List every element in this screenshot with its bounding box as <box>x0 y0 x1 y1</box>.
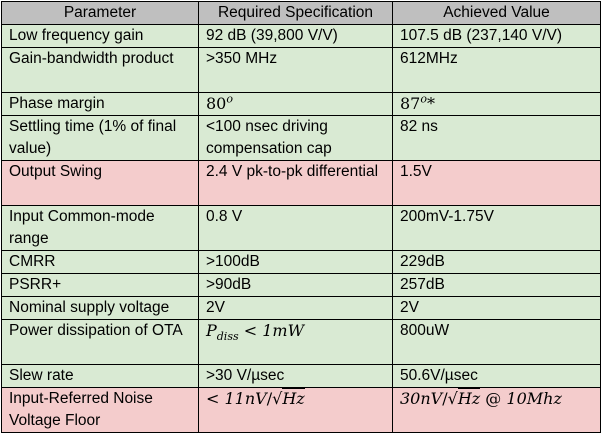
cell-parameter: CMRR <box>1 250 199 274</box>
cell-parameter: Low frequency gain <box>1 24 199 48</box>
cell-parameter: Slew rate <box>1 364 199 388</box>
table-row: Input Common-mode range 0.8 V 200mV-1.75… <box>1 205 601 251</box>
cell-parameter: Power dissipation of OTA <box>1 319 199 365</box>
phase-margin-required-value: 80 <box>206 94 227 113</box>
cell-achieved: 1.5V <box>392 160 601 206</box>
cell-required: 2V <box>198 296 393 320</box>
table-row: Settling time (1% of final value) <100 n… <box>1 115 601 161</box>
cell-parameter: Input Common-mode range <box>1 205 199 251</box>
table-row: Nominal supply voltage 2V 2V <box>1 296 601 320</box>
header-required: Required Specification <box>198 1 393 25</box>
cell-achieved: 257dB <box>392 273 601 297</box>
table-row: CMRR >100dB 229dB <box>1 250 601 274</box>
noise-limit-value: 11nV <box>224 389 267 408</box>
table-row: Slew rate >30 V/µsec 50.6V/µsec <box>1 364 601 388</box>
header-achieved: Achieved Value <box>392 1 601 25</box>
at-symbol: @ <box>485 389 502 408</box>
sqrt-icon: √ <box>447 389 458 408</box>
cell-achieved: 82 ns <box>392 115 601 161</box>
less-than-operator: < <box>206 389 220 408</box>
noise-frequency: 10Mhz <box>506 389 562 408</box>
cell-achieved: 200mV-1.75V <box>392 205 601 251</box>
cell-parameter: Input-Referred Noise Voltage Floor <box>1 387 199 433</box>
phase-margin-achieved-value: 87 <box>400 94 421 113</box>
table-row: Low frequency gain 92 dB (39,800 V/V) 10… <box>1 24 601 48</box>
header-parameter: Parameter <box>1 1 199 25</box>
cell-required: 80o <box>198 92 393 116</box>
footnote-marker: * <box>426 94 435 113</box>
table-row: Gain-bandwidth product >350 MHz 612MHz <box>1 47 601 93</box>
header-row: Parameter Required Specification Achieve… <box>1 1 601 25</box>
cell-required: < 11nV/√Hz <box>198 387 393 433</box>
cell-achieved: 87o* <box>392 92 601 116</box>
table-row: Output Swing 2.4 V pk-to-pk differential… <box>1 160 601 206</box>
sqrt-argument: Hz <box>282 388 305 408</box>
cell-parameter: PSRR+ <box>1 273 199 297</box>
cell-achieved: 30nV/√Hz @ 10Mhz <box>392 387 601 433</box>
less-than-operator: < <box>243 321 258 340</box>
cell-required: 2.4 V pk-to-pk differential <box>198 160 393 206</box>
sqrt-icon: √ <box>272 389 283 408</box>
cell-required: 92 dB (39,800 V/V) <box>198 24 393 48</box>
cell-parameter: Nominal supply voltage <box>1 296 199 320</box>
cell-achieved: 50.6V/µsec <box>392 364 601 388</box>
cell-required: >100dB <box>198 250 393 274</box>
cell-required: Pdiss < 1mW <box>198 319 393 365</box>
cell-required: >30 V/µsec <box>198 364 393 388</box>
cell-parameter: Phase margin <box>1 92 199 116</box>
power-limit-value: 1mW <box>262 321 305 340</box>
cell-required: >350 MHz <box>198 47 393 93</box>
sqrt-argument: Hz <box>457 388 481 408</box>
table-row: Phase margin 80o 87o* <box>1 92 601 116</box>
table-row: Input-Referred Noise Voltage Floor < 11n… <box>1 387 601 433</box>
cell-parameter: Settling time (1% of final value) <box>1 115 199 161</box>
noise-achieved-value: 30nV <box>400 389 443 408</box>
power-symbol: P <box>206 321 217 340</box>
cell-required: 0.8 V <box>198 205 393 251</box>
cell-achieved: 2V <box>392 296 601 320</box>
cell-parameter: Output Swing <box>1 160 199 206</box>
cell-achieved: 612MHz <box>392 47 601 93</box>
degree-symbol: o <box>420 92 427 106</box>
table-row: PSRR+ >90dB 257dB <box>1 273 601 297</box>
cell-parameter: Gain-bandwidth product <box>1 47 199 93</box>
power-subscript: diss <box>216 330 239 344</box>
cell-achieved: 229dB <box>392 250 601 274</box>
cell-achieved: 107.5 dB (237,140 V/V) <box>392 24 601 48</box>
cell-achieved: 800uW <box>392 319 601 365</box>
degree-symbol: o <box>226 92 233 106</box>
table-row: Power dissipation of OTA Pdiss < 1mW 800… <box>1 319 601 365</box>
cell-required: <100 nsec driving compensation cap <box>198 115 393 161</box>
cell-required: >90dB <box>198 273 393 297</box>
